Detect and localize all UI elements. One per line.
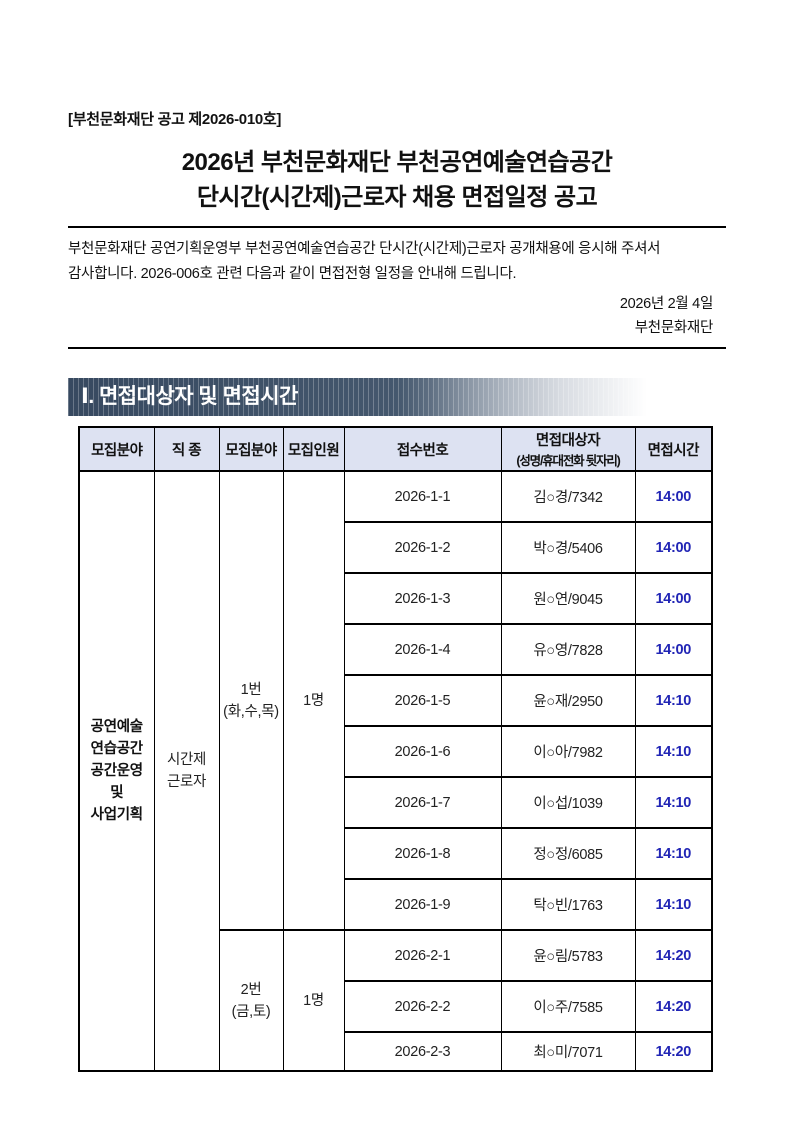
group2-count-cell: 1명 (282, 929, 345, 1072)
group1-label-cell: 1번 (화,수,목) (218, 470, 284, 931)
divider-bottom (68, 347, 726, 349)
receipt-number: 2026-1-9 (343, 878, 502, 931)
receipt-number: 2026-1-1 (343, 470, 502, 523)
receipt-number: 2026-2-1 (343, 929, 502, 982)
table-header-row: 모집분야 직 종 모집분야 모집인원 접수번호 면접대상자 (성명/휴대전화 뒷… (78, 426, 713, 472)
table-row: 2026-1-4 유○영/7828 14:00 (79, 623, 713, 676)
section-header-bar: Ⅰ. 면접대상자 및 면접시간 (68, 378, 726, 416)
group2-label-cell: 2번 (금,토) (218, 929, 284, 1072)
organization-name: 부천문화재단 (634, 320, 714, 336)
receipt-number: 2026-2-3 (343, 1031, 502, 1072)
title-line-2: 단시간(시간제)근로자 채용 면접일정 공고 (196, 184, 598, 211)
applicant: 원○연/9045 (500, 572, 636, 625)
applicant: 이○아/7982 (500, 725, 636, 778)
job-type-cell: 시간제 근로자 (153, 470, 220, 1072)
applicant: 박○경/5406 (500, 521, 636, 574)
header-applicant-line2: (성명/휴대전화 뒷자리) (516, 454, 620, 468)
header-cell-applicant: 면접대상자 (성명/휴대전화 뒷자리) (500, 426, 636, 472)
table-row: 2026-1-9 탁○빈/1763 14:10 (79, 878, 713, 931)
header-cell-job: 직 종 (153, 426, 220, 472)
table-row: 2026-1-3 원○연/9045 14:00 (79, 572, 713, 625)
receipt-number: 2026-1-3 (343, 572, 502, 625)
applicant: 이○주/7585 (500, 980, 636, 1033)
applicant: 윤○재/2950 (500, 674, 636, 727)
table-row: 2026-1-5 윤○재/2950 14:10 (79, 674, 713, 727)
header-cell-time: 면접시간 (634, 426, 713, 472)
intro-paragraph: 부천문화재단 공연기획운영부 부천공연예술연습공간 단시간(시간제)근로자 공개… (68, 241, 661, 282)
interview-time: 14:10 (634, 776, 713, 829)
header-applicant-line1: 면접대상자 (535, 433, 601, 449)
interview-time: 14:20 (634, 1031, 713, 1072)
table-row: 2026-2-2 이○주/7585 14:20 (79, 980, 713, 1033)
interview-time: 14:00 (634, 521, 713, 574)
header-cell-receipt: 접수번호 (343, 426, 502, 472)
group1-count-cell: 1명 (282, 470, 345, 931)
header-cell-field2: 모집분야 (218, 426, 284, 472)
section-title: Ⅰ. 면접대상자 및 면접시간 (81, 385, 298, 408)
applicant: 윤○림/5783 (500, 929, 636, 982)
divider-top (68, 226, 726, 228)
applicant: 탁○빈/1763 (500, 878, 636, 931)
table-row: 2026-1-8 정○정/6085 14:10 (79, 827, 713, 880)
applicant: 최○미/7071 (500, 1031, 636, 1072)
table-row: 2026-1-6 이○아/7982 14:10 (79, 725, 713, 778)
applicant: 정○정/6085 (500, 827, 636, 880)
interview-time: 14:00 (634, 623, 713, 676)
applicant: 김○경/7342 (500, 470, 636, 523)
header-cell-count: 모집인원 (282, 426, 345, 472)
receipt-number: 2026-1-2 (343, 521, 502, 574)
document-date: 2026년 2월 4일 (619, 296, 713, 312)
applicant: 이○섭/1039 (500, 776, 636, 829)
interview-time: 14:00 (634, 470, 713, 523)
interview-time: 14:10 (634, 827, 713, 880)
receipt-number: 2026-1-4 (343, 623, 502, 676)
interview-time: 14:00 (634, 572, 713, 625)
table-row: 공연예술 연습공간 공간운영 및 사업기획 시간제 근로자 1번 (화,수,목)… (78, 470, 713, 1072)
interview-schedule-table: 모집분야 직 종 모집분야 모집인원 접수번호 면접대상자 (성명/휴대전화 뒷… (78, 426, 713, 1072)
interview-time: 14:20 (634, 929, 713, 982)
table-row: 2026-1-7 이○섭/1039 14:10 (79, 776, 713, 829)
interview-time: 14:10 (634, 878, 713, 931)
table-row: 2026-2-3 최○미/7071 14:20 (79, 1031, 713, 1072)
receipt-number: 2026-2-2 (343, 980, 502, 1033)
receipt-number: 2026-1-5 (343, 674, 502, 727)
category-cell: 공연예술 연습공간 공간운영 및 사업기획 (78, 470, 155, 1072)
receipt-number: 2026-1-7 (343, 776, 502, 829)
header-cell-field1: 모집분야 (78, 426, 155, 472)
notice-number: [부천문화재단 공고 제2026-010호] (68, 111, 282, 128)
receipt-number: 2026-1-6 (343, 725, 502, 778)
table-row: 2번 (금,토) 1명 2026-2-1 윤○림/5783 14:20 (79, 929, 713, 1072)
applicant: 유○영/7828 (500, 623, 636, 676)
title-line-1: 2026년 부천문화재단 부천공연예술연습공간 (181, 149, 613, 176)
interview-time: 14:20 (634, 980, 713, 1033)
interview-time: 14:10 (634, 674, 713, 727)
interview-time: 14:10 (634, 725, 713, 778)
receipt-number: 2026-1-8 (343, 827, 502, 880)
table-row: 2026-1-2 박○경/5406 14:00 (79, 521, 713, 574)
